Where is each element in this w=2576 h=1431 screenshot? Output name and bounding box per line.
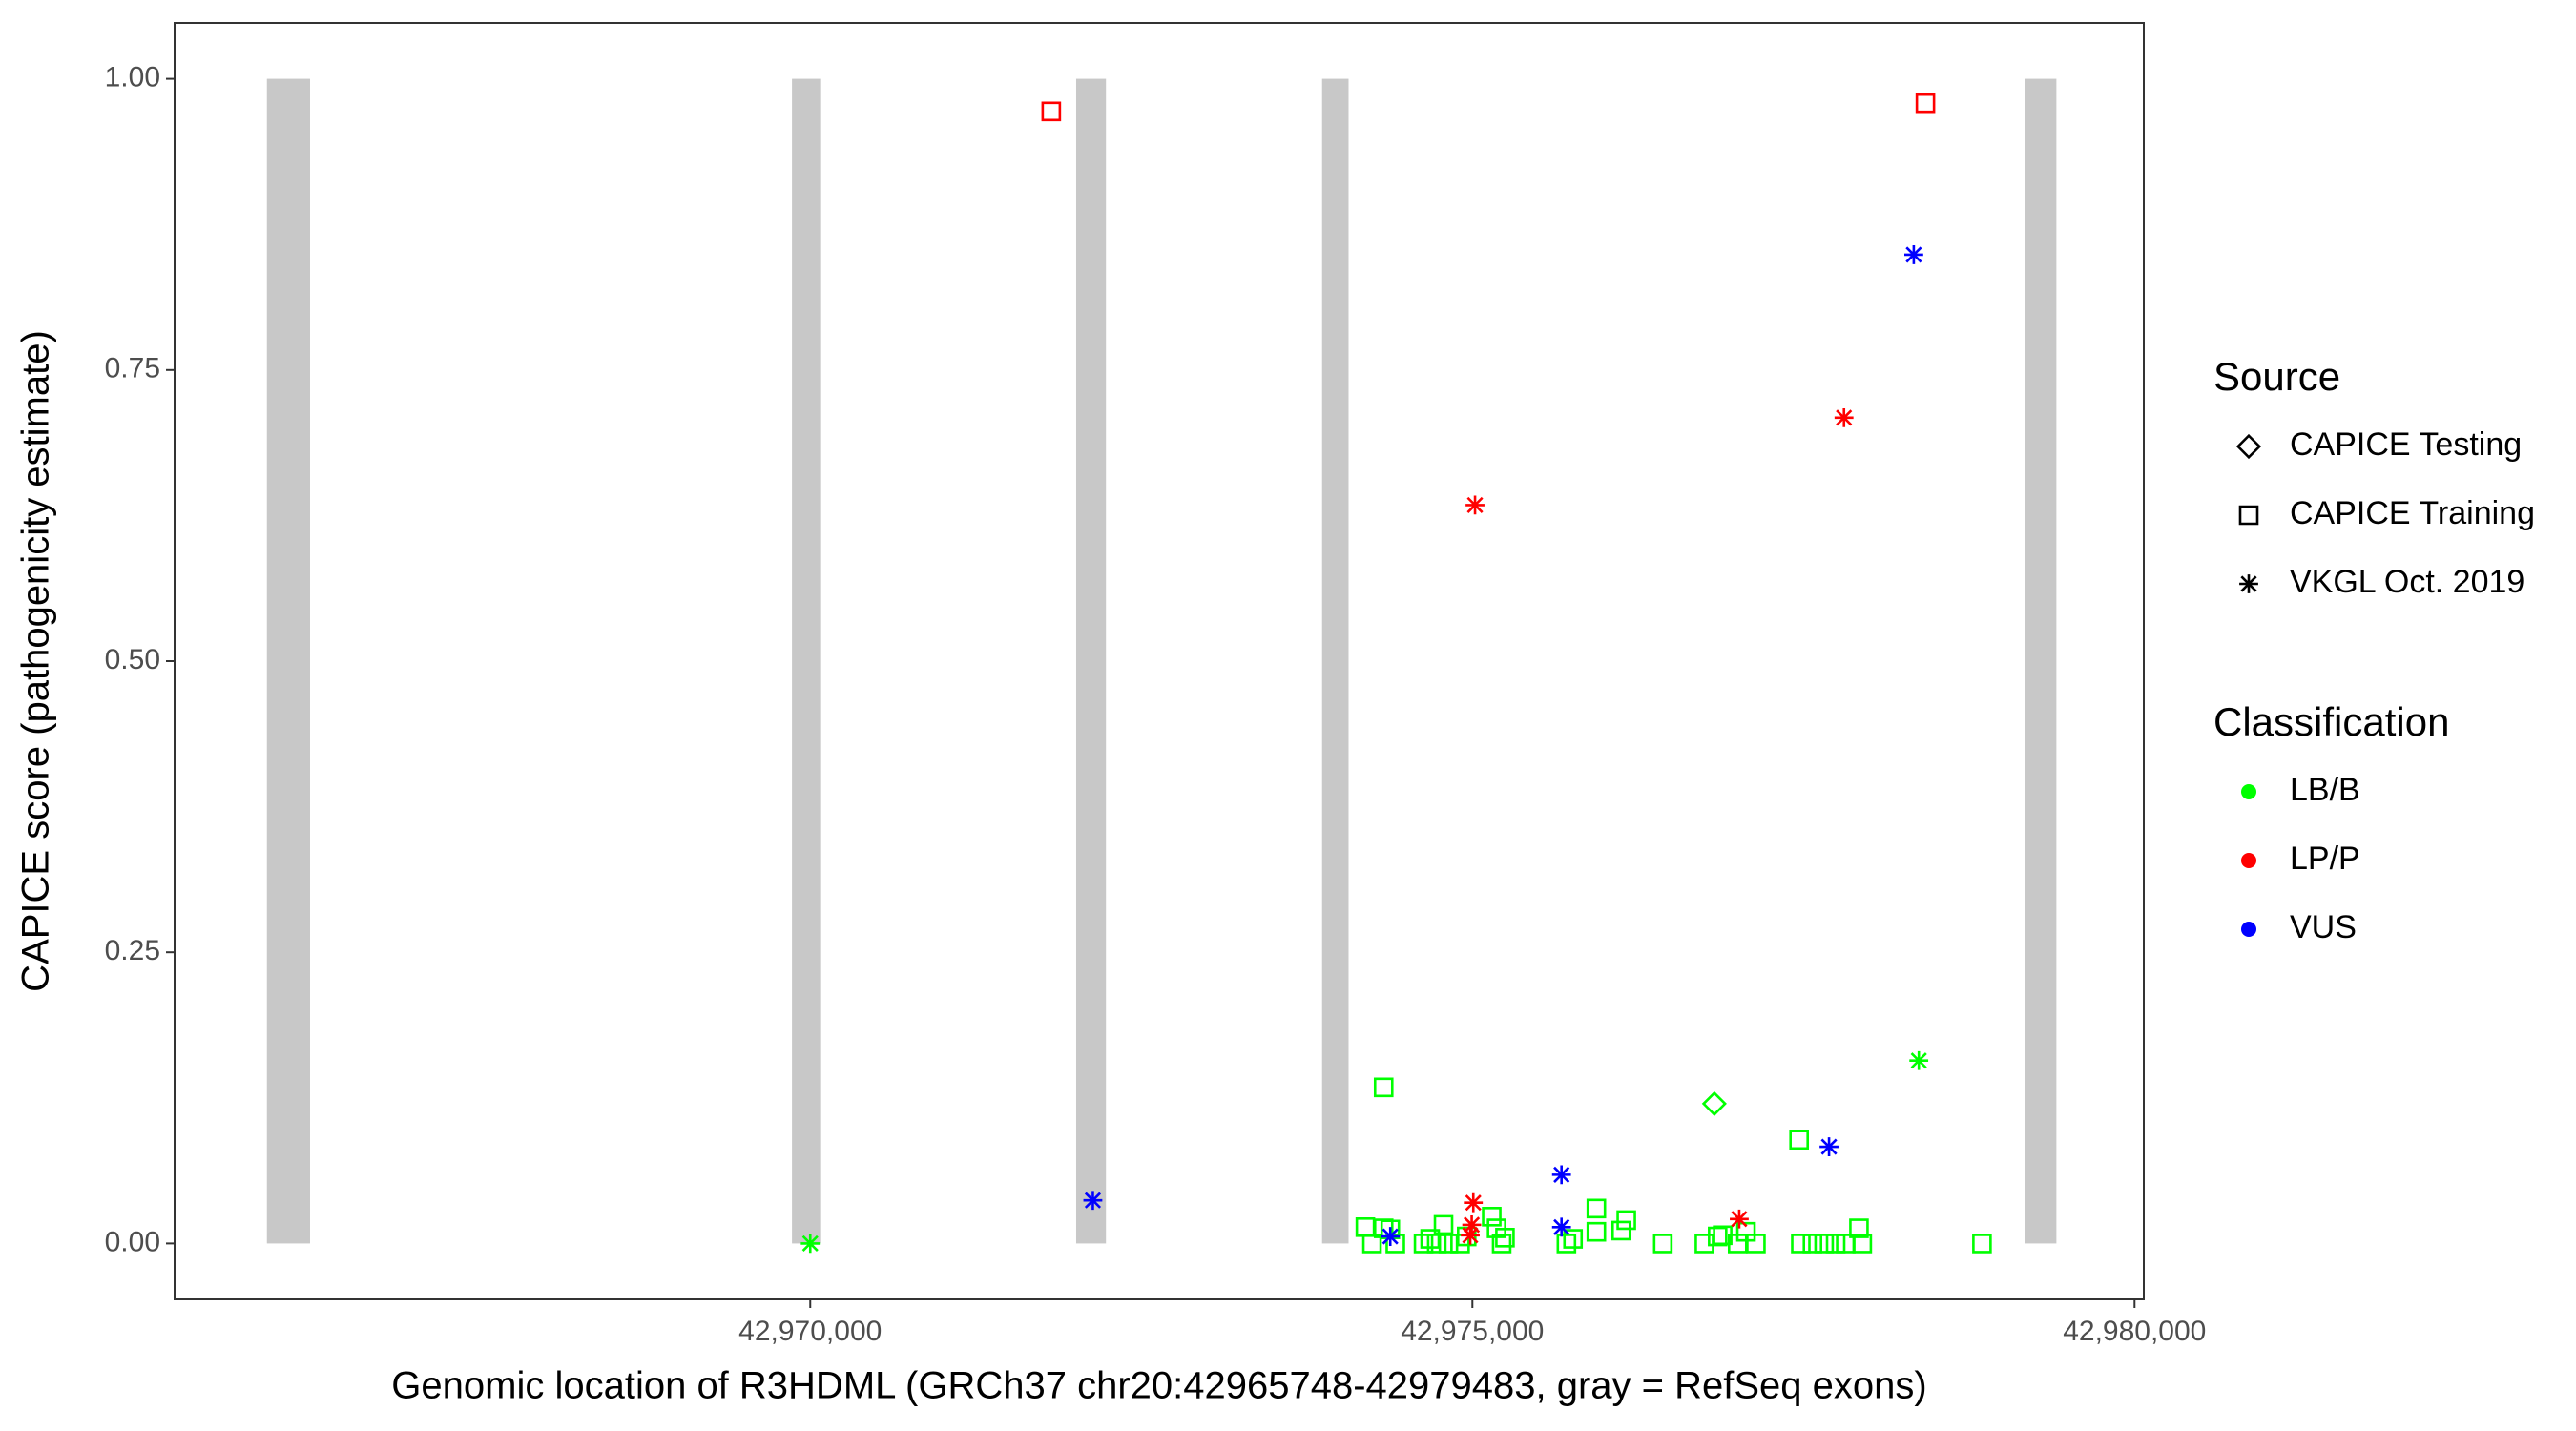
y-axis-title: CAPICE score (pathogenicity estimate) [15,330,57,992]
data-point [1852,1234,1873,1254]
data-point [1616,1210,1636,1231]
data-point [1708,1226,1728,1247]
data-point [1610,1220,1631,1241]
x-tick-label: 42,975,000 [1401,1316,1544,1347]
data-point [1972,1234,1992,1254]
data-point [1486,1218,1506,1238]
data-point [1495,1228,1515,1248]
data-point [1482,1207,1502,1227]
data-point [1834,407,1854,427]
data-point [1380,1219,1401,1240]
legend-symbol [2239,574,2258,593]
data-point [1491,1234,1512,1254]
data-point [1413,1234,1434,1254]
data-point [1814,1234,1835,1254]
legend-label: CAPICE Testing [2290,426,2522,463]
data-point [1909,1050,1929,1070]
legend-symbol [2241,853,2256,868]
legend-symbol [2235,433,2262,460]
data-point [1915,93,1936,114]
legend-symbol [2241,922,2256,937]
x-tick-label: 42,980,000 [2063,1316,2206,1347]
data-point [1426,1234,1447,1254]
data-point [1735,1221,1756,1242]
data-point [1586,1221,1607,1242]
y-tick-label: 0.25 [105,935,160,966]
legend-title: Source [2213,354,2340,399]
data-point [1701,1090,1727,1116]
data-point [1551,1217,1571,1237]
data-point [1551,1165,1571,1185]
exon [1075,78,1107,1244]
data-point [1041,101,1062,122]
data-point [1586,1198,1607,1219]
data-point [1652,1234,1673,1254]
x-axis-title: Genomic location of R3HDML (GRCh37 chr20… [391,1365,1926,1407]
data-point [1825,1234,1846,1254]
data-point [1904,245,1923,264]
data-point [1789,1130,1809,1151]
data-point [1556,1234,1577,1254]
panel-border [174,22,2145,1300]
data-point [1381,1227,1401,1246]
exon [1321,78,1349,1244]
legend-label: VUS [2290,909,2357,945]
y-tick-label: 1.00 [105,62,160,93]
data-point [1791,1234,1811,1254]
data-point [1462,1214,1482,1234]
data-point [1465,495,1485,515]
y-tick-label: 0.50 [105,644,160,675]
data-point [1355,1217,1376,1237]
data-point [1083,1191,1103,1211]
data-point [1464,1192,1484,1213]
legend-label: CAPICE Training [2290,495,2535,531]
data-point [1802,1234,1823,1254]
legend-label: VKGL Oct. 2019 [2290,564,2524,600]
y-tick-label: 0.00 [105,1226,160,1257]
data-point [1373,1077,1394,1098]
data-point [1450,1234,1470,1254]
x-tick-label: 42,970,000 [738,1316,882,1347]
legend-label: LP/P [2290,840,2360,877]
data-point [1746,1234,1766,1254]
legend-label: LB/B [2290,772,2360,808]
exon [2025,78,2057,1244]
data-point [1849,1218,1869,1238]
legend-title: Classification [2213,699,2449,744]
data-point [800,1234,821,1254]
data-point [1730,1209,1749,1229]
data-point [1433,1214,1454,1235]
data-point [1694,1234,1714,1254]
data-point [1385,1234,1405,1254]
data-point [1438,1234,1459,1254]
data-point [1819,1137,1839,1156]
exon [266,78,310,1244]
legend-symbol [2238,505,2259,526]
y-tick-label: 0.75 [105,353,160,384]
legend-symbol [2241,784,2256,799]
data-point [1461,1225,1480,1245]
exon [792,78,821,1244]
data-point [1563,1229,1584,1249]
data-point [1713,1225,1733,1246]
